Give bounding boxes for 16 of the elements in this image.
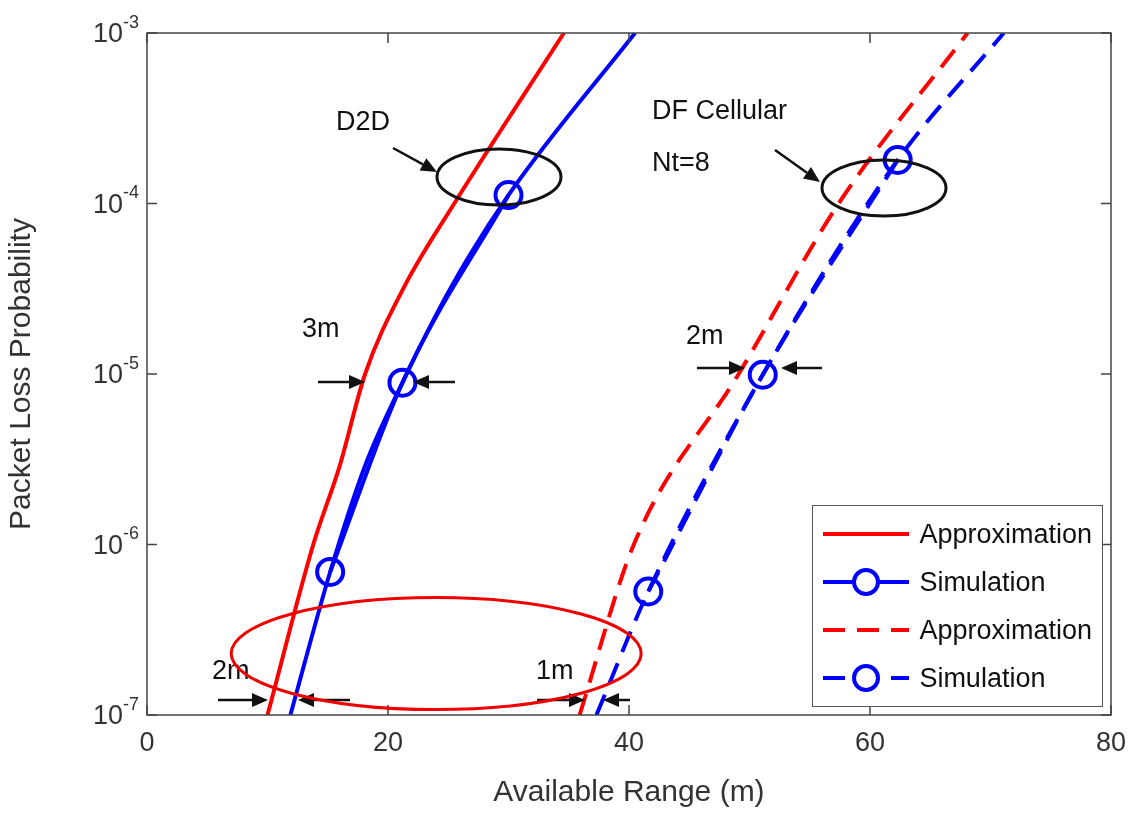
annotation: DF Cellular Nt=8	[652, 95, 788, 178]
legend-label: Simulation	[919, 662, 1046, 694]
y-axis-title: Packet Loss Probability	[3, 218, 37, 530]
annotation: 2m	[686, 320, 724, 351]
legend-label: Simulation	[919, 566, 1046, 598]
x-axis-title: Available Range (m)	[493, 774, 765, 808]
legend-label: Approximation	[919, 518, 1092, 550]
annotation: 3m	[302, 313, 340, 344]
annotation: 1m	[536, 655, 574, 686]
x-tick-label: 40	[613, 726, 645, 757]
x-tick-label: 20	[372, 726, 404, 757]
x-tick-label: 60	[854, 726, 886, 757]
legend-label: Approximation	[919, 614, 1092, 646]
x-tick-label: 80	[1095, 726, 1127, 757]
annotation: D2D	[336, 106, 391, 137]
x-tick-label: 0	[139, 726, 155, 757]
